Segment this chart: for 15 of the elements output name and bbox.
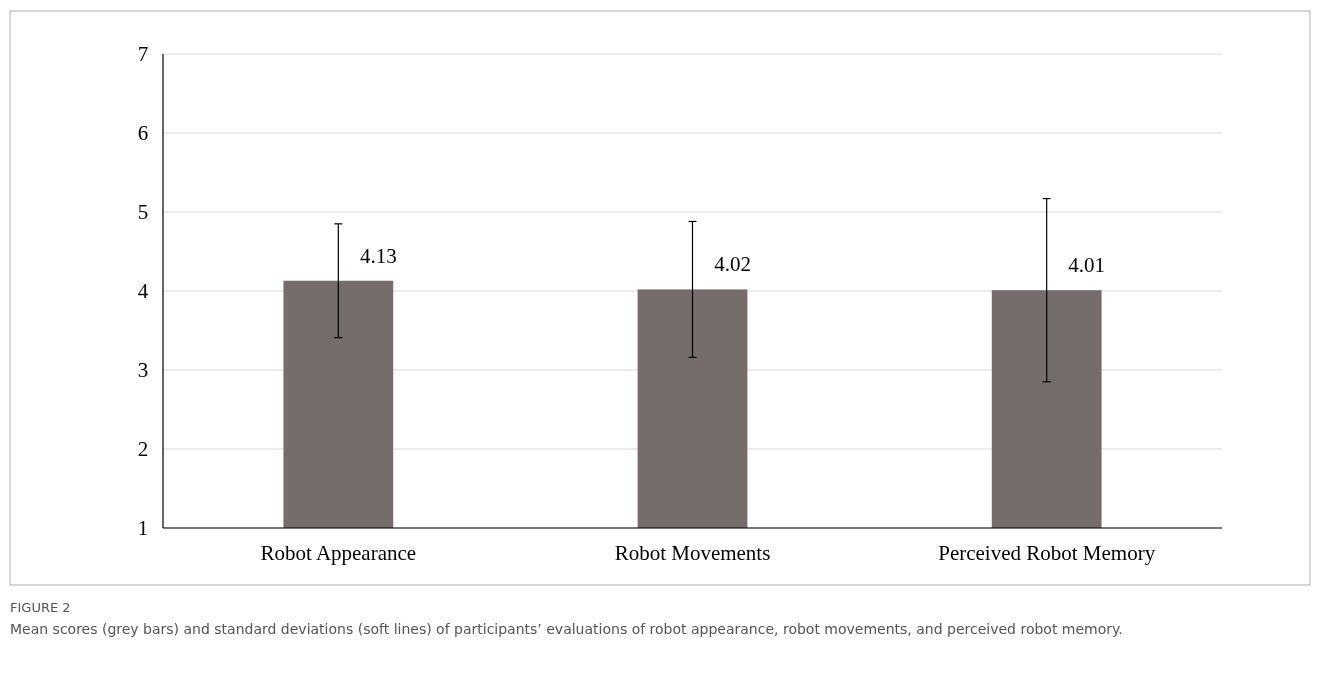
y-tick-label: 2 bbox=[137, 437, 149, 462]
y-tick-label: 5 bbox=[137, 200, 149, 225]
data-label: 4.13 bbox=[359, 243, 397, 268]
x-tick-label: Robot Movements bbox=[614, 541, 771, 565]
y-tick-label: 7 bbox=[137, 42, 149, 67]
x-tick-label: Perceived Robot Memory bbox=[938, 541, 1156, 565]
data-label: 4.02 bbox=[714, 252, 751, 277]
y-tick-label: 1 bbox=[137, 516, 149, 541]
x-tick-label: Robot Appearance bbox=[260, 541, 417, 565]
data-label: 4.01 bbox=[1068, 253, 1106, 278]
y-tick-label: 6 bbox=[137, 121, 149, 146]
y-tick-label: 4 bbox=[137, 279, 149, 304]
text: FIGURE 2 bbox=[10, 600, 72, 615]
y-tick-label: 3 bbox=[137, 358, 149, 383]
text: Mean scores (grey bars) and standard deviations (soft lines) of participants’ evaluations of robot appearance, robot movements, and perceived robot memory. bbox=[10, 620, 1124, 639]
